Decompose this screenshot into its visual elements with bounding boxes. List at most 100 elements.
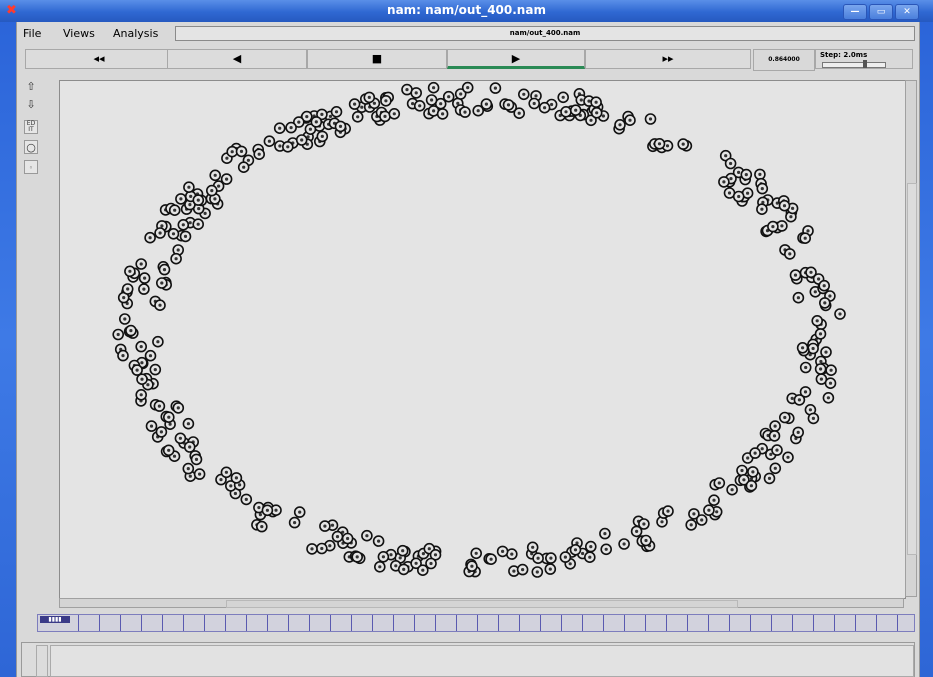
node[interactable] [724,157,737,170]
node[interactable] [545,552,557,564]
node[interactable] [174,432,187,445]
node[interactable] [416,564,429,577]
node[interactable] [135,258,147,270]
node[interactable] [154,299,166,311]
node[interactable] [413,99,426,112]
node[interactable] [149,363,162,376]
node[interactable] [662,505,674,517]
play-button[interactable]: ▶ [447,49,585,69]
node[interactable] [183,181,195,193]
node[interactable] [538,101,551,114]
node[interactable] [805,266,817,279]
step-slider-thumb[interactable] [863,60,867,68]
node[interactable] [496,545,509,558]
node[interactable] [182,417,195,430]
node[interactable] [614,118,626,131]
node[interactable] [778,199,791,212]
close-button[interactable]: ✕ [895,4,919,20]
node[interactable] [363,91,376,104]
node[interactable] [740,168,753,181]
node[interactable] [807,342,819,355]
node[interactable] [726,483,738,496]
fast-forward-button[interactable]: ▸▸ [585,49,751,69]
node[interactable] [316,130,329,143]
node[interactable] [351,551,364,563]
node[interactable] [745,479,758,492]
annotation-area[interactable] [50,645,914,677]
node[interactable] [397,563,410,576]
node[interactable] [253,148,265,160]
node[interactable] [818,297,831,309]
node[interactable] [513,107,526,120]
node[interactable] [396,544,409,557]
node[interactable] [825,364,837,377]
edit-icon[interactable]: ED IT [24,120,38,134]
node[interactable] [778,411,791,424]
node[interactable] [560,105,572,118]
node[interactable] [145,420,158,432]
step-back-button[interactable]: ◀ [167,49,307,69]
node[interactable] [677,138,690,150]
node[interactable] [334,120,347,133]
menu-views[interactable]: Views [63,27,95,40]
node[interactable] [282,141,294,153]
node[interactable] [792,426,805,439]
node[interactable] [237,161,250,173]
node[interactable] [769,462,782,475]
horizontal-scrollbar[interactable] [59,598,904,608]
node[interactable] [685,519,698,531]
node[interactable] [480,98,493,110]
step-slider[interactable] [822,60,886,68]
node[interactable] [348,98,361,110]
node[interactable] [230,472,243,484]
node[interactable] [470,547,483,560]
node[interactable] [144,231,156,244]
node[interactable] [754,168,766,181]
node[interactable] [138,283,150,295]
node[interactable] [138,272,151,284]
maximize-button[interactable]: ▭ [869,4,893,20]
node[interactable] [584,540,597,553]
node[interactable] [763,472,776,485]
menu-file[interactable]: File [23,27,42,40]
node[interactable] [388,107,401,120]
node[interactable] [293,116,305,128]
node[interactable] [756,182,769,195]
node[interactable] [170,252,182,265]
node[interactable] [822,391,835,404]
rewind-button[interactable]: ◂◂ [25,49,173,69]
node[interactable] [695,514,708,526]
node[interactable] [425,94,438,106]
node[interactable] [177,219,190,231]
node[interactable] [532,552,544,565]
node[interactable] [182,462,195,475]
node[interactable] [175,193,187,205]
node[interactable] [814,328,827,340]
node[interactable] [319,520,331,532]
node[interactable] [569,104,582,117]
node[interactable] [124,265,136,278]
node[interactable] [793,394,806,406]
node[interactable] [153,400,166,412]
node[interactable] [799,386,812,398]
node-icon[interactable]: ○ [24,140,38,154]
node[interactable] [168,204,181,216]
node[interactable] [131,364,143,376]
node[interactable] [461,81,474,94]
node[interactable] [472,104,485,117]
node[interactable] [163,411,175,424]
node[interactable] [144,349,157,362]
node[interactable] [301,110,313,123]
node[interactable] [489,82,502,94]
node[interactable] [516,563,529,576]
node[interactable] [226,145,238,158]
node[interactable] [517,88,530,101]
node[interactable] [285,121,297,134]
node[interactable] [331,530,344,543]
node[interactable] [703,504,715,517]
node[interactable] [656,515,668,528]
node[interactable] [749,447,761,459]
node[interactable] [410,557,422,570]
node[interactable] [768,430,781,442]
node[interactable] [789,269,802,281]
